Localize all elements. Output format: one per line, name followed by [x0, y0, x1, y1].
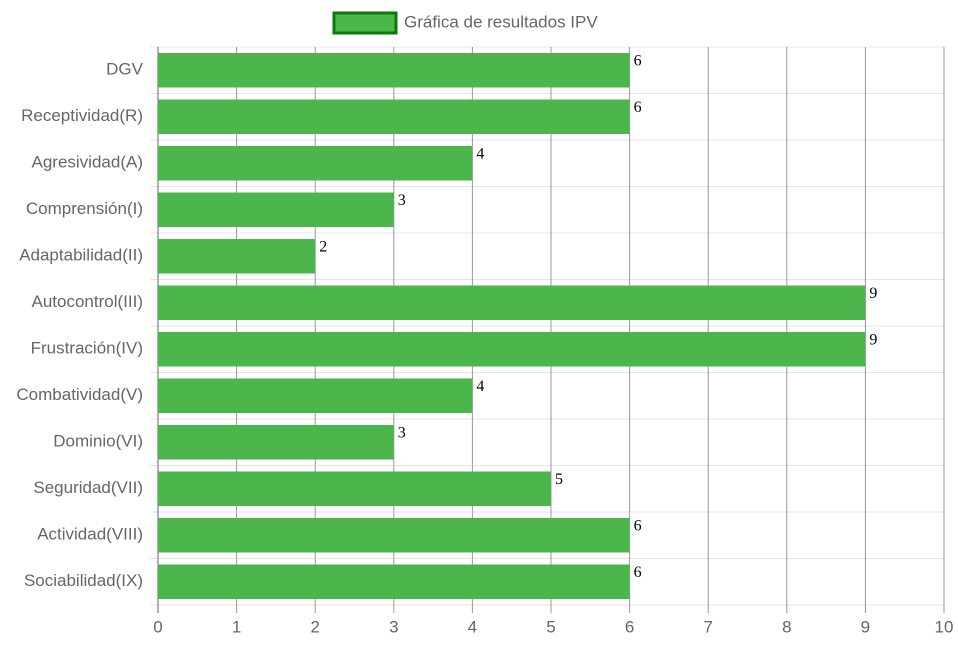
y-tick-label: DGV — [106, 60, 144, 79]
y-tick-label: Dominio(VI) — [53, 432, 143, 451]
data-label: 3 — [398, 425, 406, 442]
bar — [158, 332, 866, 367]
y-tick-label: Adaptabilidad(II) — [19, 246, 143, 265]
y-tick-label: Seguridad(VII) — [33, 478, 143, 497]
data-label: 6 — [634, 99, 642, 116]
bar — [158, 564, 630, 599]
data-label: 4 — [476, 378, 484, 395]
y-tick-label: Actividad(VIII) — [37, 525, 143, 544]
bar — [158, 192, 394, 227]
bar — [158, 146, 473, 181]
y-tick-label: Combatividad(V) — [16, 385, 143, 404]
x-tick-label: 2 — [310, 617, 319, 636]
data-label: 9 — [869, 332, 877, 349]
x-tick-label: 9 — [861, 617, 870, 636]
y-tick-label: Sociabilidad(IX) — [24, 571, 143, 590]
x-tick-label: 4 — [468, 617, 477, 636]
y-tick-label: Frustración(IV) — [31, 339, 143, 358]
y-tick-label: Receptividad(R) — [21, 106, 143, 125]
bar — [158, 378, 473, 413]
x-tick-label: 8 — [782, 617, 791, 636]
x-tick-label: 1 — [232, 617, 241, 636]
data-label: 4 — [476, 146, 484, 163]
bar — [158, 285, 866, 320]
x-tick-label: 0 — [153, 617, 162, 636]
bar — [158, 471, 551, 506]
bar — [158, 239, 316, 274]
x-tick-label: 3 — [389, 617, 398, 636]
y-tick-label: Autocontrol(III) — [32, 292, 144, 311]
y-tick-label: Comprensión(I) — [26, 199, 143, 218]
bar — [158, 99, 630, 134]
bar — [158, 518, 630, 553]
legend-label: Gráfica de resultados IPV — [404, 12, 598, 31]
data-label: 9 — [869, 285, 877, 302]
x-tick-label: 10 — [935, 617, 954, 636]
data-label: 6 — [634, 518, 642, 535]
bar — [158, 425, 394, 460]
bar — [158, 53, 630, 88]
data-label: 6 — [634, 53, 642, 70]
data-label: 6 — [634, 564, 642, 581]
legend-swatch — [332, 11, 398, 35]
data-label: 5 — [555, 471, 563, 488]
x-tick-label: 7 — [703, 617, 712, 636]
x-tick-label: 6 — [625, 617, 634, 636]
data-label: 3 — [398, 192, 406, 209]
data-label: 2 — [319, 239, 327, 256]
y-tick-label: Agresividad(A) — [32, 153, 144, 172]
x-tick-label: 5 — [546, 617, 555, 636]
